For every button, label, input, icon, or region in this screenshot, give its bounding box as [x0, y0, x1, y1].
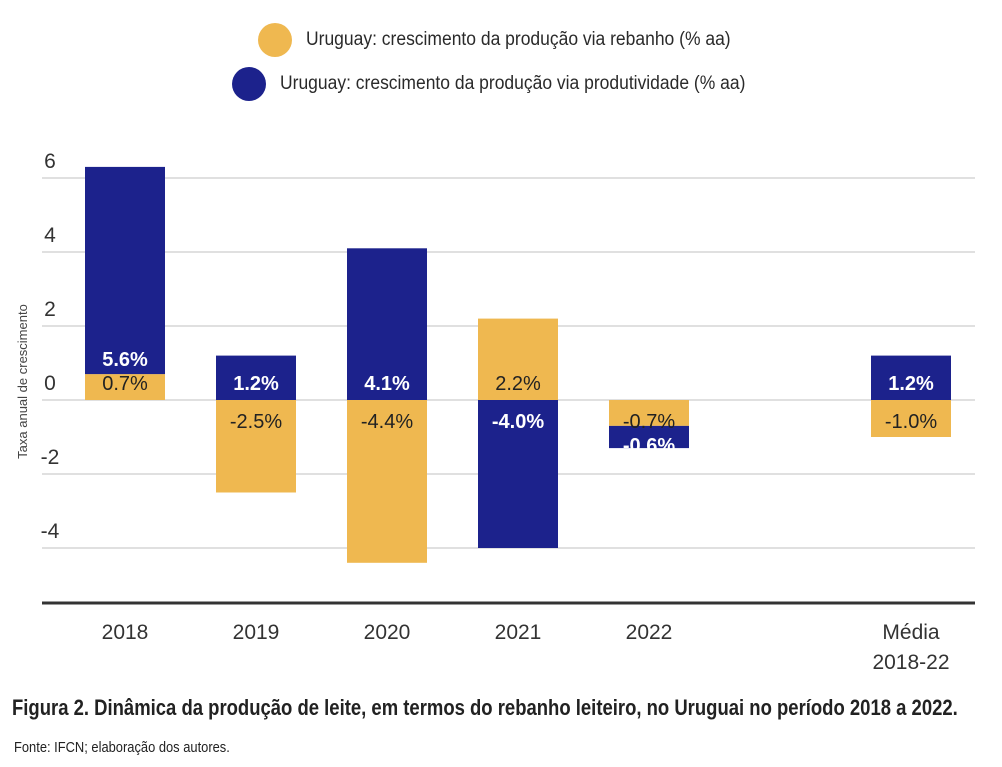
data-label-rebanho: -1.0% [885, 411, 937, 433]
bar-rebanho [85, 374, 165, 400]
data-label-produtividade: -4.0% [492, 411, 544, 433]
data-label-rebanho: -0.7% [623, 411, 675, 433]
legend: Uruguay: crescimento da produção via reb… [0, 18, 1002, 106]
bar-rebanho [871, 400, 951, 437]
data-label-rebanho: -4.4% [361, 411, 413, 433]
y-axis-title: Taxa anual de crescimento [15, 304, 30, 459]
x-tick-label: 2019 [233, 621, 280, 644]
data-label-rebanho: 2.2% [495, 373, 541, 395]
y-tick-label: 4 [44, 224, 56, 247]
data-label-produtividade: -0.6% [623, 435, 675, 457]
y-tick-label: 2 [44, 298, 56, 321]
x-tick-label: 2020 [364, 621, 411, 644]
figure-caption: Figura 2. Dinâmica da produção de leite,… [12, 695, 958, 720]
x-tick-label: Média [882, 621, 940, 644]
data-label-produtividade: 4.1% [364, 373, 410, 395]
bar-chart: -4 -2 0 2 4 6 Taxa anual de crescimento 0.7%5.6… [15, 150, 975, 674]
y-tick-label: 0 [44, 372, 56, 395]
bar-rebanho [478, 318, 558, 400]
y-tick-label: 6 [44, 150, 56, 173]
figure-source: Fonte: IFCN; elaboração dos autores. [14, 739, 230, 756]
bar-rebanho [609, 400, 689, 426]
x-tick-label: 2021 [495, 621, 542, 644]
bar-rebanho [347, 400, 427, 563]
x-tick-label: 2018-22 [872, 651, 949, 674]
data-label-rebanho: -2.5% [230, 411, 282, 433]
x-tick-label: 2018 [102, 621, 149, 644]
legend-swatch-rebanho [258, 23, 292, 57]
data-label-produtividade: 1.2% [233, 373, 279, 395]
legend-item-rebanho: Uruguay: crescimento da produção via reb… [0, 18, 1002, 62]
data-label-produtividade: 5.6% [102, 349, 148, 371]
data-label-produtividade: 1.2% [888, 373, 934, 395]
bar-produtividade [347, 248, 427, 400]
legend-label-produtividade: Uruguay: crescimento da produção via pro… [280, 73, 746, 94]
bar-produtividade [85, 166, 165, 375]
bar-produtividade [609, 425, 689, 449]
bar-rebanho [216, 400, 296, 493]
legend-label-rebanho: Uruguay: crescimento da produção via reb… [306, 29, 731, 50]
bar-produtividade [216, 355, 296, 400]
legend-swatch-produtividade [232, 67, 266, 101]
y-tick-label: -4 [41, 520, 60, 543]
bar-produtividade [871, 355, 951, 400]
x-tick-label: 2022 [626, 621, 673, 644]
y-tick-label: -2 [41, 446, 60, 469]
data-label-rebanho: 0.7% [102, 373, 148, 395]
legend-item-produtividade: Uruguay: crescimento da produção via pro… [0, 62, 1002, 106]
bar-produtividade [478, 400, 558, 548]
